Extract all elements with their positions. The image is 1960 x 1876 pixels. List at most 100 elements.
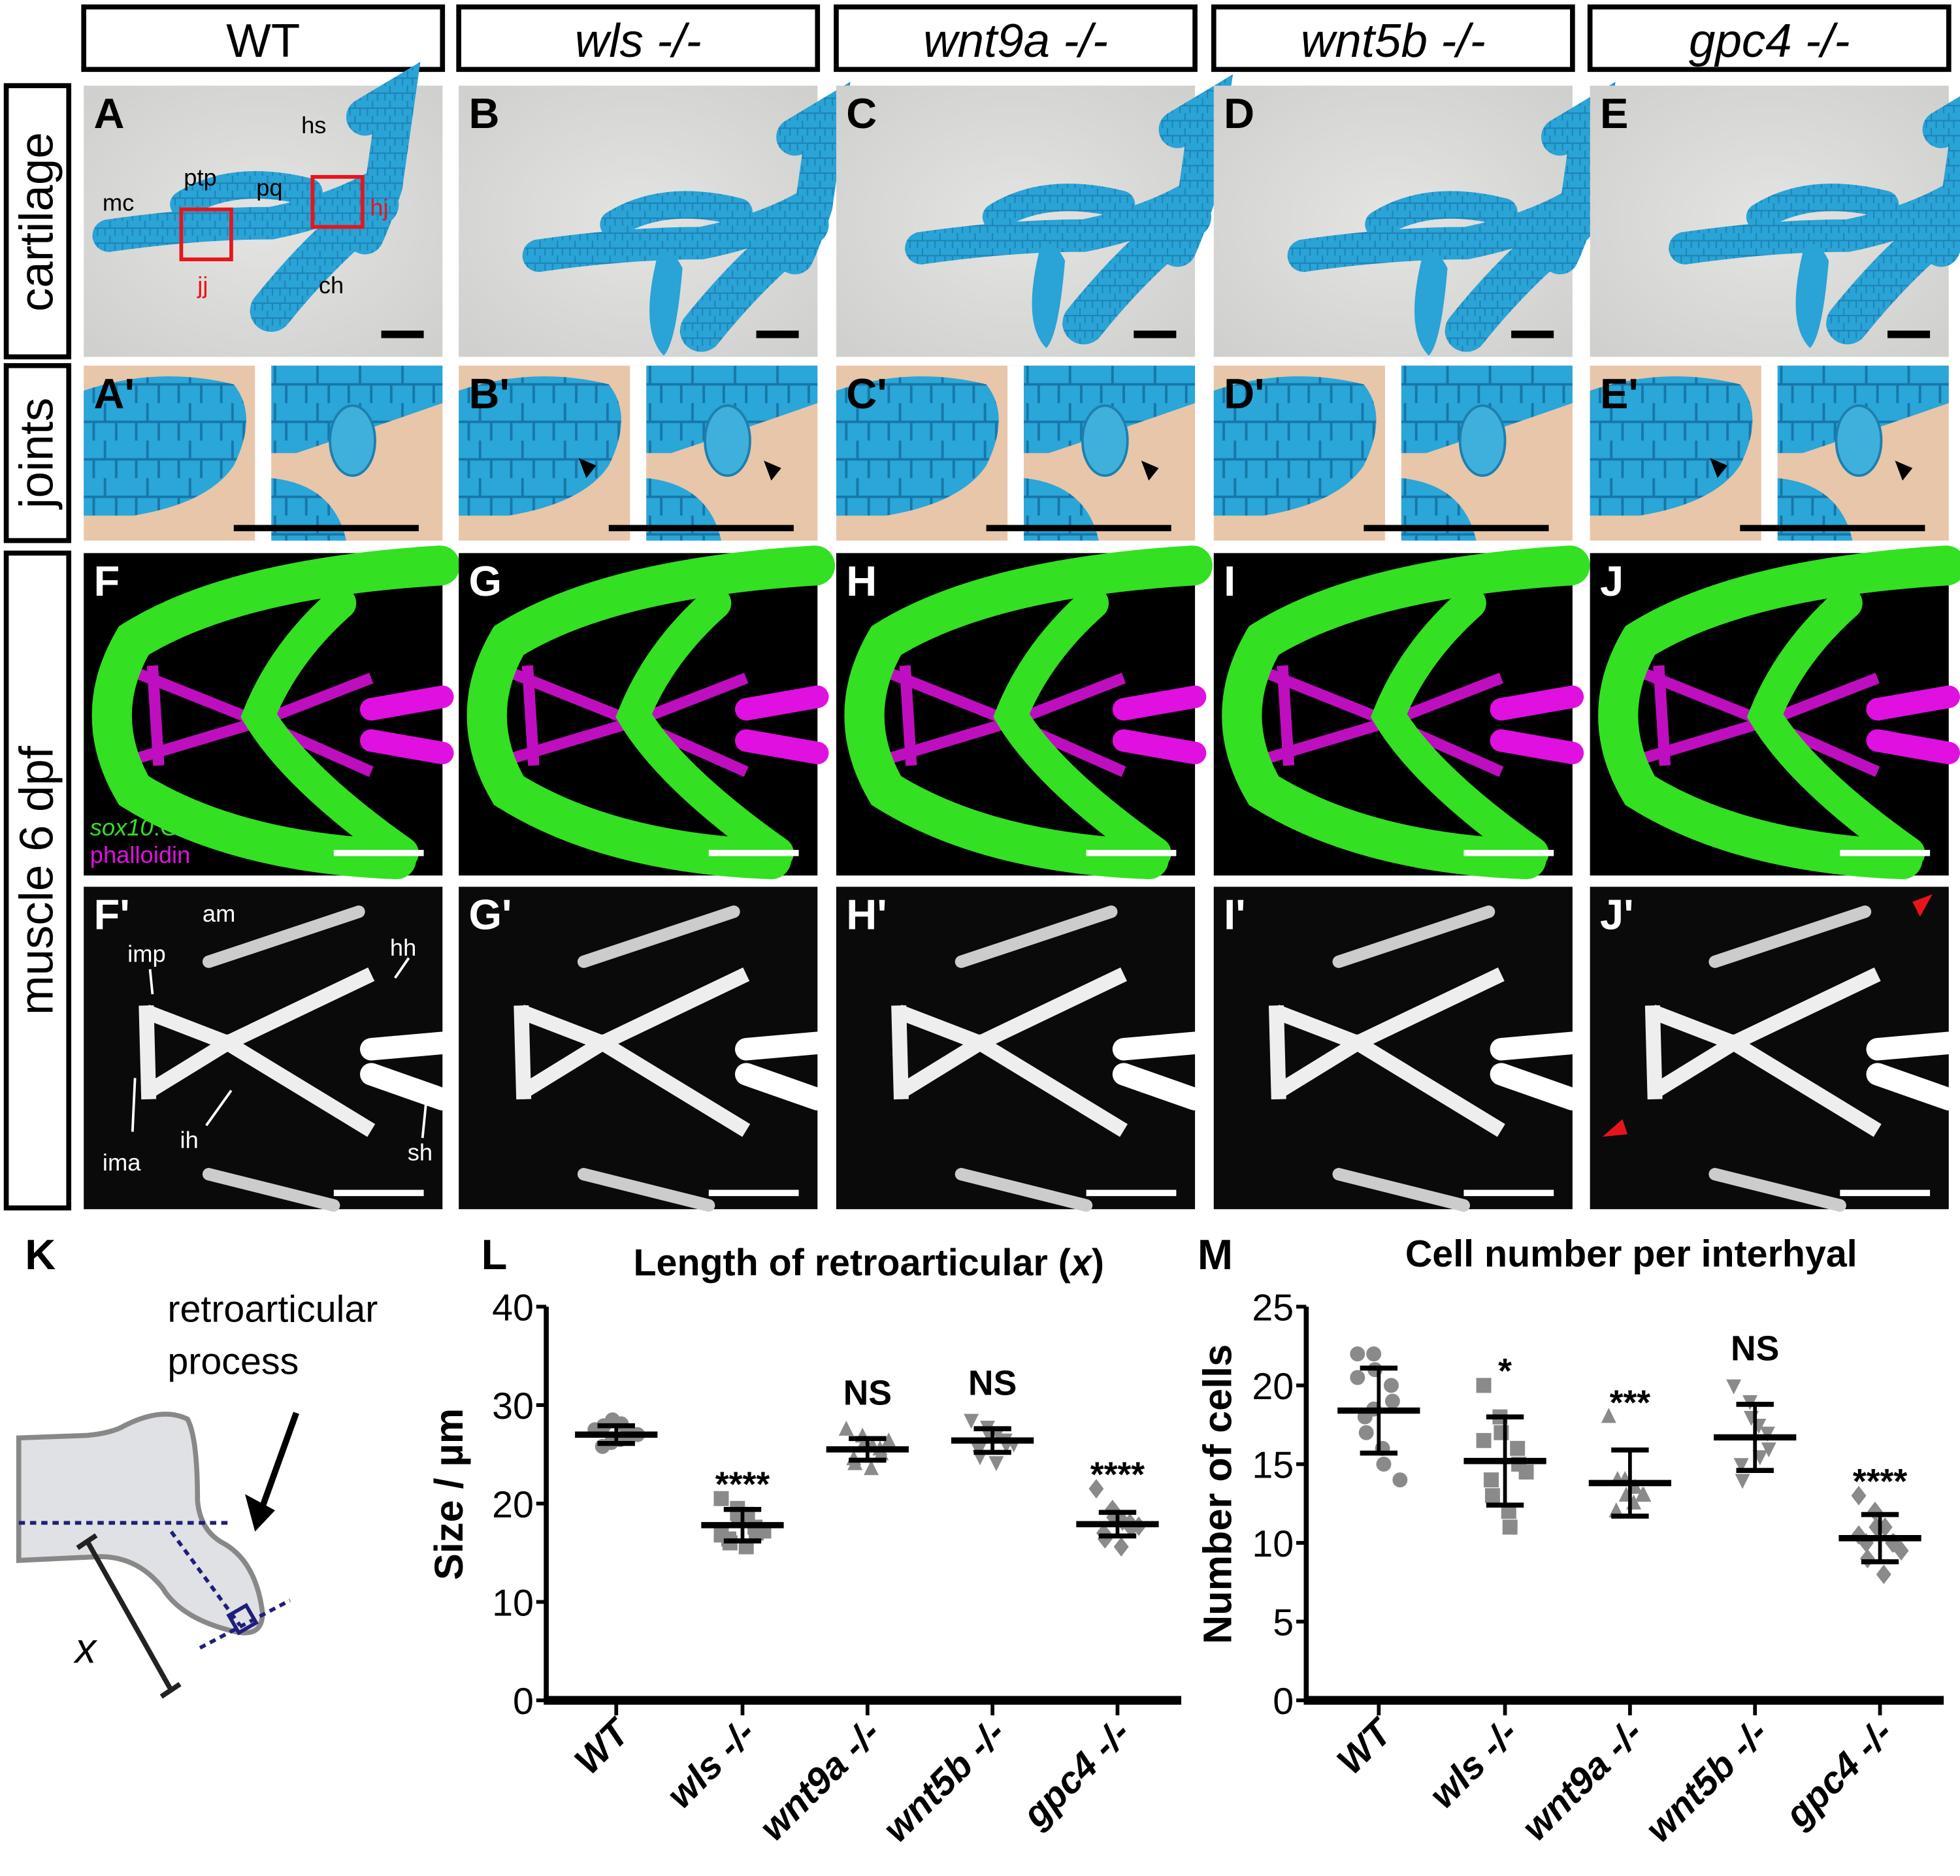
svg-text:muscle 6 dpf: muscle 6 dpf xyxy=(10,745,63,1015)
panel-letter: F xyxy=(93,557,120,605)
cartilage-element xyxy=(1062,195,1211,345)
arrowhead-icon xyxy=(764,461,781,481)
cartilage-element xyxy=(522,189,824,272)
significance-label: *** xyxy=(1610,1383,1651,1422)
significance-label: **** xyxy=(715,1465,770,1504)
data-point xyxy=(1476,1378,1492,1393)
y-tick-label: 40 xyxy=(492,1287,534,1329)
panel-A': A' xyxy=(84,365,443,541)
data-point xyxy=(1350,1370,1365,1385)
data-point xyxy=(1851,1525,1867,1545)
panel-letter: I xyxy=(1224,557,1235,605)
column-header-label: wnt9a -/- xyxy=(923,14,1108,67)
column-header-4: gpc4 -/- xyxy=(1587,4,1952,73)
y-tick-label: 30 xyxy=(492,1385,534,1427)
panel-letter: J xyxy=(1600,557,1624,605)
row-label-muscle: muscle 6 dpf xyxy=(3,550,72,1211)
panel-H: H xyxy=(836,545,1213,880)
data-point xyxy=(1518,1464,1534,1480)
svg-text:sh: sh xyxy=(408,1139,433,1166)
svg-text:joints: joints xyxy=(10,398,63,510)
data-point xyxy=(864,1460,879,1476)
significance-label: NS xyxy=(1731,1330,1779,1368)
panel-A: A xyxy=(84,61,443,357)
x-tick-label: gpc4 -/- xyxy=(1014,1712,1138,1836)
data-point xyxy=(1601,1408,1616,1423)
column-header-label: gpc4 -/- xyxy=(1689,14,1850,67)
data-point xyxy=(1383,1378,1399,1393)
panel-letter: D xyxy=(1224,89,1254,137)
panel-letter: H' xyxy=(846,891,887,939)
data-point xyxy=(988,1456,1004,1472)
svg-text:sox10:GFP: sox10:GFP xyxy=(90,814,209,841)
significance-label: NS xyxy=(968,1364,1017,1402)
data-point xyxy=(1510,1440,1526,1456)
panel-letter: E xyxy=(1600,89,1628,137)
row-label-cartilage: cartilage xyxy=(3,83,72,360)
cartilage-element xyxy=(1669,182,1960,265)
panel-A-annotations: mc ptp pq hs hj jj ch xyxy=(103,112,389,299)
panel-letter: A' xyxy=(93,370,134,417)
panel-letter: A xyxy=(93,89,124,137)
data-point xyxy=(1476,1432,1492,1448)
arrowhead-icon xyxy=(1710,458,1728,478)
panel-letter: E' xyxy=(1600,370,1639,417)
data-point xyxy=(1376,1457,1392,1472)
data-point xyxy=(1761,1442,1776,1458)
column-header-0: WT xyxy=(81,4,446,73)
significance-label: NS xyxy=(843,1374,892,1412)
svg-text:L: L xyxy=(482,1231,508,1278)
svg-text:process: process xyxy=(167,1341,299,1383)
x-tick-label: gpc4 -/- xyxy=(1776,1712,1901,1836)
svg-text:cartilage: cartilage xyxy=(10,132,63,312)
panel-letter: F' xyxy=(93,891,129,939)
cartilage-element xyxy=(1365,191,1518,238)
svg-text:imp: imp xyxy=(127,940,166,967)
label-jj: jj xyxy=(197,272,208,299)
panel-E: E xyxy=(1590,86,1960,357)
data-point xyxy=(1733,1458,1749,1474)
panel-J: J xyxy=(1590,545,1960,880)
panel-I': I' xyxy=(1213,886,1584,1212)
label-ch: ch xyxy=(319,272,344,299)
data-point xyxy=(1735,1474,1750,1489)
y-tick-label: 10 xyxy=(492,1582,534,1624)
panel-D': D' xyxy=(1213,365,1573,541)
label-hj: hj xyxy=(370,194,388,221)
panel-G': G' xyxy=(459,886,829,1212)
y-tick-label: 10 xyxy=(1252,1523,1294,1565)
column-header-label: wnt5b -/- xyxy=(1301,14,1486,67)
column-header-label: wls -/- xyxy=(575,14,702,67)
cartilage-element xyxy=(600,191,753,238)
data-point xyxy=(1859,1549,1875,1569)
data-point xyxy=(713,1491,729,1506)
cartilage-element xyxy=(679,203,829,352)
data-point xyxy=(1358,1425,1374,1440)
panel-letter: C' xyxy=(846,370,887,417)
chart-L-ylabel: Size / µm xyxy=(427,1408,471,1580)
svg-text:x: x xyxy=(73,1625,98,1672)
x-tick-label: wnt9a -/- xyxy=(751,1712,889,1849)
y-tick-label: 20 xyxy=(1252,1366,1294,1408)
panel-letter: C xyxy=(846,89,877,137)
data-point xyxy=(1502,1519,1518,1535)
data-point xyxy=(1484,1472,1499,1488)
data-point xyxy=(838,1420,854,1436)
arrowhead-icon xyxy=(1895,461,1913,481)
data-point xyxy=(1876,1564,1891,1585)
y-tick-label: 20 xyxy=(492,1484,534,1526)
x-tick-label: wnt5b -/- xyxy=(875,1712,1013,1851)
data-point xyxy=(1636,1486,1652,1502)
column-header-3: wnt5b -/- xyxy=(1211,4,1575,73)
label-hs: hs xyxy=(301,112,326,138)
cartilage-element xyxy=(170,171,323,218)
data-point xyxy=(1088,1479,1104,1499)
panel-letter: I' xyxy=(1224,891,1246,939)
retroarticular-shape xyxy=(16,1412,265,1636)
panel-C: C xyxy=(836,74,1233,357)
data-point xyxy=(1384,1393,1400,1409)
svg-text:hh: hh xyxy=(390,934,416,961)
y-tick-label: 0 xyxy=(1273,1681,1294,1722)
cartilage-element xyxy=(905,182,1207,265)
